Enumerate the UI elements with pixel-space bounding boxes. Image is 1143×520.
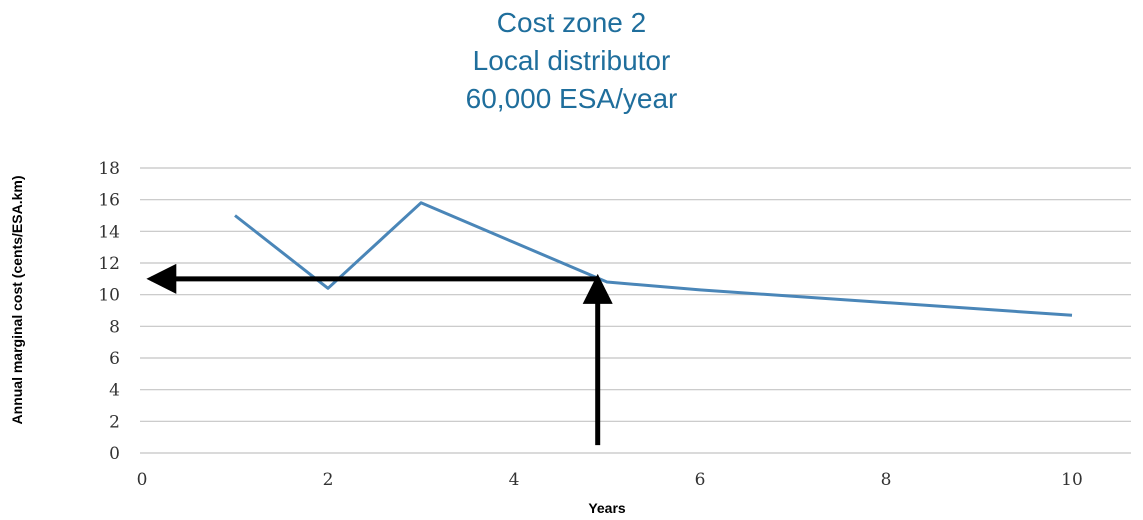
x-tick-label: 0	[137, 470, 148, 490]
title-line-2: Local distributor	[472, 45, 671, 76]
title-line-1: Cost zone 2	[496, 7, 647, 38]
y-tick-label: 0	[109, 444, 120, 464]
y-tick-label: 12	[98, 254, 120, 274]
y-tick-labels: 0 2 4 6 8 10 12 14 16 18	[98, 159, 120, 464]
y-axis-title: Annual marginal cost (cents/ESA.km)	[9, 176, 25, 425]
series-layer	[234, 201, 1073, 317]
y-tick-label: 14	[98, 222, 120, 242]
y-tick-label: 6	[109, 349, 120, 369]
grid-lines	[140, 167, 1131, 454]
x-tick-label: 4	[509, 470, 520, 490]
y-tick-label: 10	[98, 286, 120, 306]
y-tick-label: 4	[109, 381, 120, 401]
series-line-0	[234, 201, 1073, 317]
x-tick-label: 10	[1061, 470, 1083, 490]
x-tick-label: 8	[881, 470, 892, 490]
chart-title: Cost zone 2 Local distributor 60,000 ESA…	[0, 4, 1143, 118]
x-tick-label: 2	[323, 470, 334, 490]
y-tick-label: 2	[109, 412, 120, 432]
y-tick-label: 18	[98, 159, 120, 179]
x-axis-title: Years	[588, 500, 626, 516]
y-tick-label: 16	[98, 191, 120, 211]
annotation-arrows	[146, 263, 613, 446]
y-tick-label: 8	[109, 317, 120, 337]
title-line-3: 60,000 ESA/year	[465, 83, 678, 114]
x-tick-labels: 0 2 4 6 8 10	[137, 470, 1083, 490]
x-tick-label: 6	[695, 470, 706, 490]
